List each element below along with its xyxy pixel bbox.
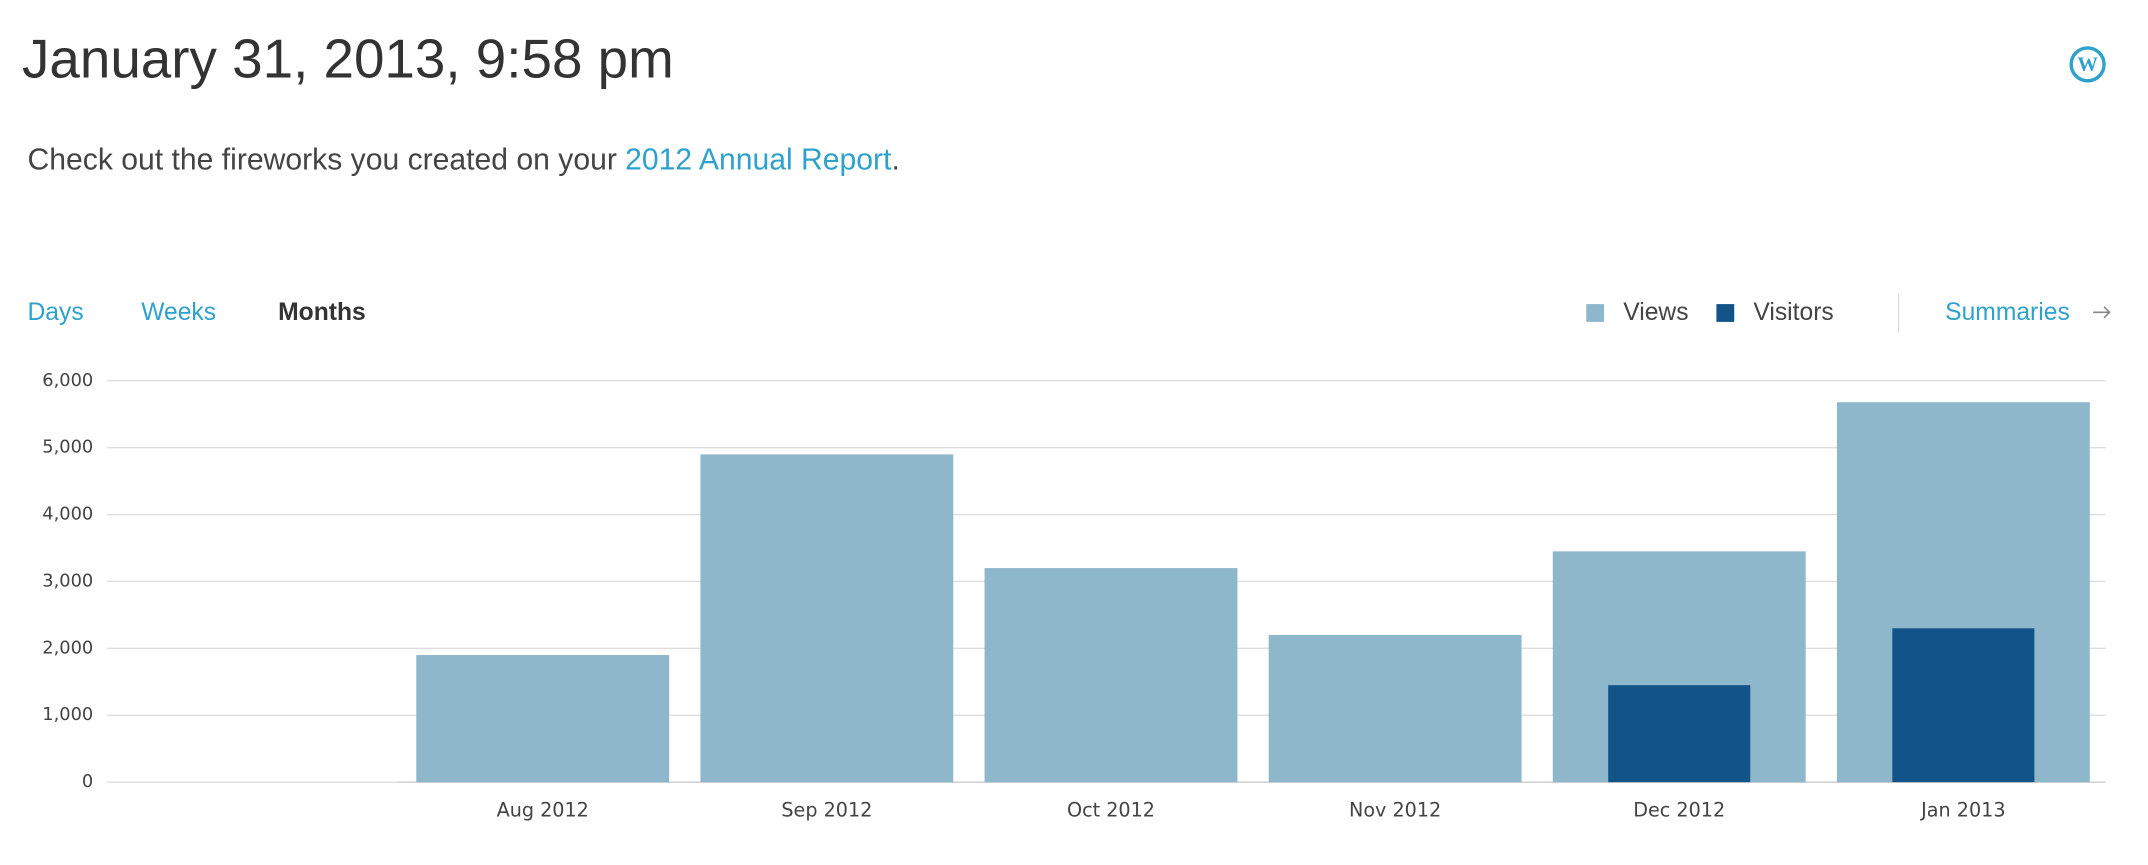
x-tick-label: Nov 2012 [1349,798,1441,821]
chart: 0 1,000 2,000 3,000 4,000 5,000 6,000 Views Visi… [42,299,2106,821]
wordpress-icon[interactable]: W [2069,46,2106,83]
views-bar [984,568,1238,783]
tab-days[interactable]: Days [28,299,84,326]
visitors-bar [1608,685,1751,783]
x-tick-label: Dec 2012 [1633,798,1725,821]
x-tick-label: Sep 2012 [781,798,872,821]
intro-text: Check out the fireworks you created on y… [28,144,617,177]
legend-label: Visitors [1753,299,1833,326]
x-tick-label: Jan 2013 [1920,798,2005,821]
intro-end: . [891,144,899,177]
y-tick-label: 2,000 [42,637,93,658]
tab-months[interactable]: Months [278,299,366,326]
y-tick-label: 4,000 [42,504,93,525]
y-tick-label: 1,000 [42,704,93,725]
y-tick-label: 5,000 [42,437,93,458]
summaries-link[interactable]: Summaries [1945,299,2070,326]
tab-weeks[interactable]: Weeks [141,299,216,326]
svg-text:W: W [2077,53,2098,75]
views-bar [416,655,670,783]
y-tick-label: 6,000 [42,370,93,391]
legend-label: Views [1623,299,1688,326]
views-bar [1268,634,1522,783]
y-tick-label: 3,000 [42,570,93,591]
x-tick-label: Aug 2012 [497,798,589,821]
views-bar [700,454,954,783]
visitors-bar [1892,628,2035,783]
y-tick-label: 0 [82,771,93,792]
page-title: January 31, 2013, 9:58 pm [22,27,674,89]
legend-swatch [1716,304,1735,322]
annual-report-link[interactable]: 2012 Annual Report [625,144,892,177]
intro: Check out the fireworks you created on y… [28,144,900,177]
arrow-icon [2093,306,2111,319]
x-tick-label: Oct 2012 [1067,798,1155,821]
legend-swatch [1586,304,1605,322]
